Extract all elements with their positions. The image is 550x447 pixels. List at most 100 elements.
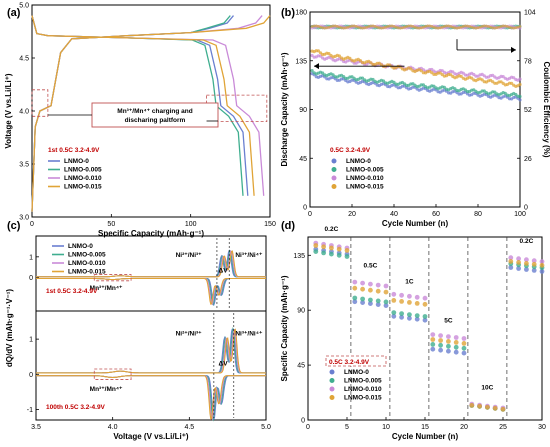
panel-d-legend-swatch [329, 395, 335, 400]
panel-c-ylabel: dQ/dV (mAh·g⁻¹·V⁻¹) [5, 289, 14, 368]
panel-d-capacity-point [531, 268, 537, 273]
panel-b-efficiency-point [344, 26, 348, 30]
panel-b-efficiency-point [445, 24, 448, 28]
panel-d-xtick-label: 5 [345, 424, 349, 431]
panel-d-capacity-point [344, 254, 350, 259]
panel-a-highlight-box [31, 89, 49, 117]
panel-b-efficiency-point [478, 25, 482, 29]
panel-d-rate-label: 1C [405, 278, 414, 285]
panel-d-capacity-point [453, 340, 459, 345]
panel-b-efficiency-point [482, 24, 486, 28]
panel-b-efficiency-point [359, 26, 362, 30]
panel-d-capacity-point [430, 337, 436, 342]
panel-b-efficiency-point [380, 26, 383, 30]
panel-b-efficiency-point [340, 26, 343, 30]
panel-d-capacity-point [352, 299, 358, 305]
panel-b-efficiency-point [409, 24, 413, 28]
panel-d-capacity-point [399, 314, 404, 320]
panel-d-legend-label: LNMO-0.005 [344, 378, 382, 385]
panel-b-efficiency-point [363, 26, 366, 30]
panel-d-capacity-point [461, 336, 467, 341]
panel-d-capacity-point [461, 341, 467, 346]
panel-d-capacity-point [438, 347, 443, 353]
panel-b-efficiency-point [440, 25, 444, 29]
panel-b-arrowhead [314, 63, 319, 70]
panel-b-legend-swatch [331, 175, 337, 181]
panel-b-ytick-label: 45 [299, 156, 307, 163]
panel-b-efficiency-point [325, 26, 329, 30]
panel-b-capacity-point [381, 79, 386, 83]
panel-b-efficiency-point [495, 26, 499, 30]
panel-a-xtick-label: 50 [107, 221, 115, 228]
panel-d-legend-swatch [329, 378, 335, 383]
panel-d-capacity-point [368, 297, 373, 303]
panel-b-capacity-point [453, 87, 457, 91]
panel-d-capacity-point [461, 350, 467, 356]
panel-b-capacity-point [409, 67, 413, 71]
panel-b-xtick-label: 20 [348, 211, 356, 218]
panel-b-efficiency-point [346, 25, 350, 29]
panel-b-legend-label: LNMO-0.015 [346, 184, 384, 191]
panel-b-capacity-point [518, 77, 522, 81]
panel-b-efficiency-point [333, 24, 337, 28]
panel-d-xlabel: Cycle Number (n) [392, 432, 459, 441]
panel-d-capacity-point [399, 299, 404, 304]
panel-b-efficiency-point [493, 26, 497, 30]
panel-b-xtick-label: 100 [514, 211, 526, 218]
panel-c-xtick-label: 4.5 [184, 424, 194, 431]
panel-c-legend-label: LNMO-0.010 [68, 260, 106, 267]
panel-a-ytick-label: 3.5 [19, 162, 29, 169]
panel-c-delta-label: ΔV [219, 361, 229, 368]
panel-a: (a) 0 50 100 150 3.0 3.5 4.0 4.5 5.0 Specific Capa… [4, 3, 276, 239]
panel-c-top-ytick-label: 0 [29, 275, 33, 282]
panel-d-capacity-point [508, 259, 514, 264]
panel-b-capacity-point [337, 54, 341, 58]
panel-b-efficiency-point [405, 25, 408, 28]
panel-d-rate-label: 0.5C [364, 263, 378, 270]
panel-d-capacity-point [524, 257, 529, 263]
panel-d-capacity-point [329, 245, 334, 251]
panel-b-efficiency-point [371, 24, 375, 28]
panel-b-efficiency-point [436, 26, 440, 30]
panel-d-capacity-point [531, 261, 537, 267]
panel-d-capacity-point [313, 249, 319, 255]
panel-b-efficiency-point [338, 25, 341, 29]
panel-b-ytick-label: 135 [295, 58, 307, 65]
panel-d-capacity-point [414, 313, 420, 318]
panel-b-legend-swatch [331, 167, 337, 172]
panel-b-arrowhead [511, 46, 516, 53]
panel-b-efficiency-point [487, 25, 490, 28]
panel-b-efficiency-point [377, 26, 381, 30]
panel-b-efficiency-point [394, 25, 398, 29]
panel-c-peak-label: Ni²⁺/Ni³⁺ [176, 252, 203, 259]
panel-c-label: (c) [7, 220, 21, 232]
panel-b-capacity-point [512, 76, 516, 80]
panel-b-ytick-label: 0 [303, 205, 307, 212]
panel-b-efficiency-point [331, 24, 335, 28]
panel-c-legend-label: LNMO-0.005 [68, 252, 106, 259]
panel-b-efficiency-point [432, 25, 436, 29]
panel-b-efficiency-point [428, 24, 432, 28]
panel-b-legend-label: LNMO-0.005 [346, 167, 384, 174]
panel-c-xtick-label: 5.0 [261, 424, 271, 431]
panel-d-capacity-point [446, 348, 451, 354]
panel-d-capacity-point [539, 262, 545, 268]
panel-b-efficiency-point [352, 24, 356, 28]
panel-c-bottom-ytick-label: 0 [29, 372, 33, 379]
panel-a-condition: 1st 0.5C 3.2-4.9V [48, 147, 100, 154]
panel-d-capacity-point [422, 295, 428, 301]
panel-b-efficiency-point [321, 26, 324, 30]
panel-d-capacity-point [422, 314, 428, 319]
panel-d-capacity-point [430, 332, 436, 337]
panel-d-capacity-point [383, 299, 389, 305]
panel-d-capacity-point [391, 291, 397, 297]
panel-d-capacity-point [407, 312, 412, 317]
panel-a-legend-label: LNMO-0.015 [64, 184, 102, 191]
panel-d-condition: 0.5C 3.2-4.9V [329, 359, 370, 366]
panel-d-legend-label: LNMO-0.015 [344, 395, 382, 402]
panel-b-capacity-point [442, 85, 446, 89]
panel-b-efficiency-point [415, 26, 419, 30]
panel-d-capacity-point [524, 267, 529, 272]
panel-b-efficiency-point [455, 26, 459, 30]
panel-b-efficiency-point [350, 24, 354, 28]
